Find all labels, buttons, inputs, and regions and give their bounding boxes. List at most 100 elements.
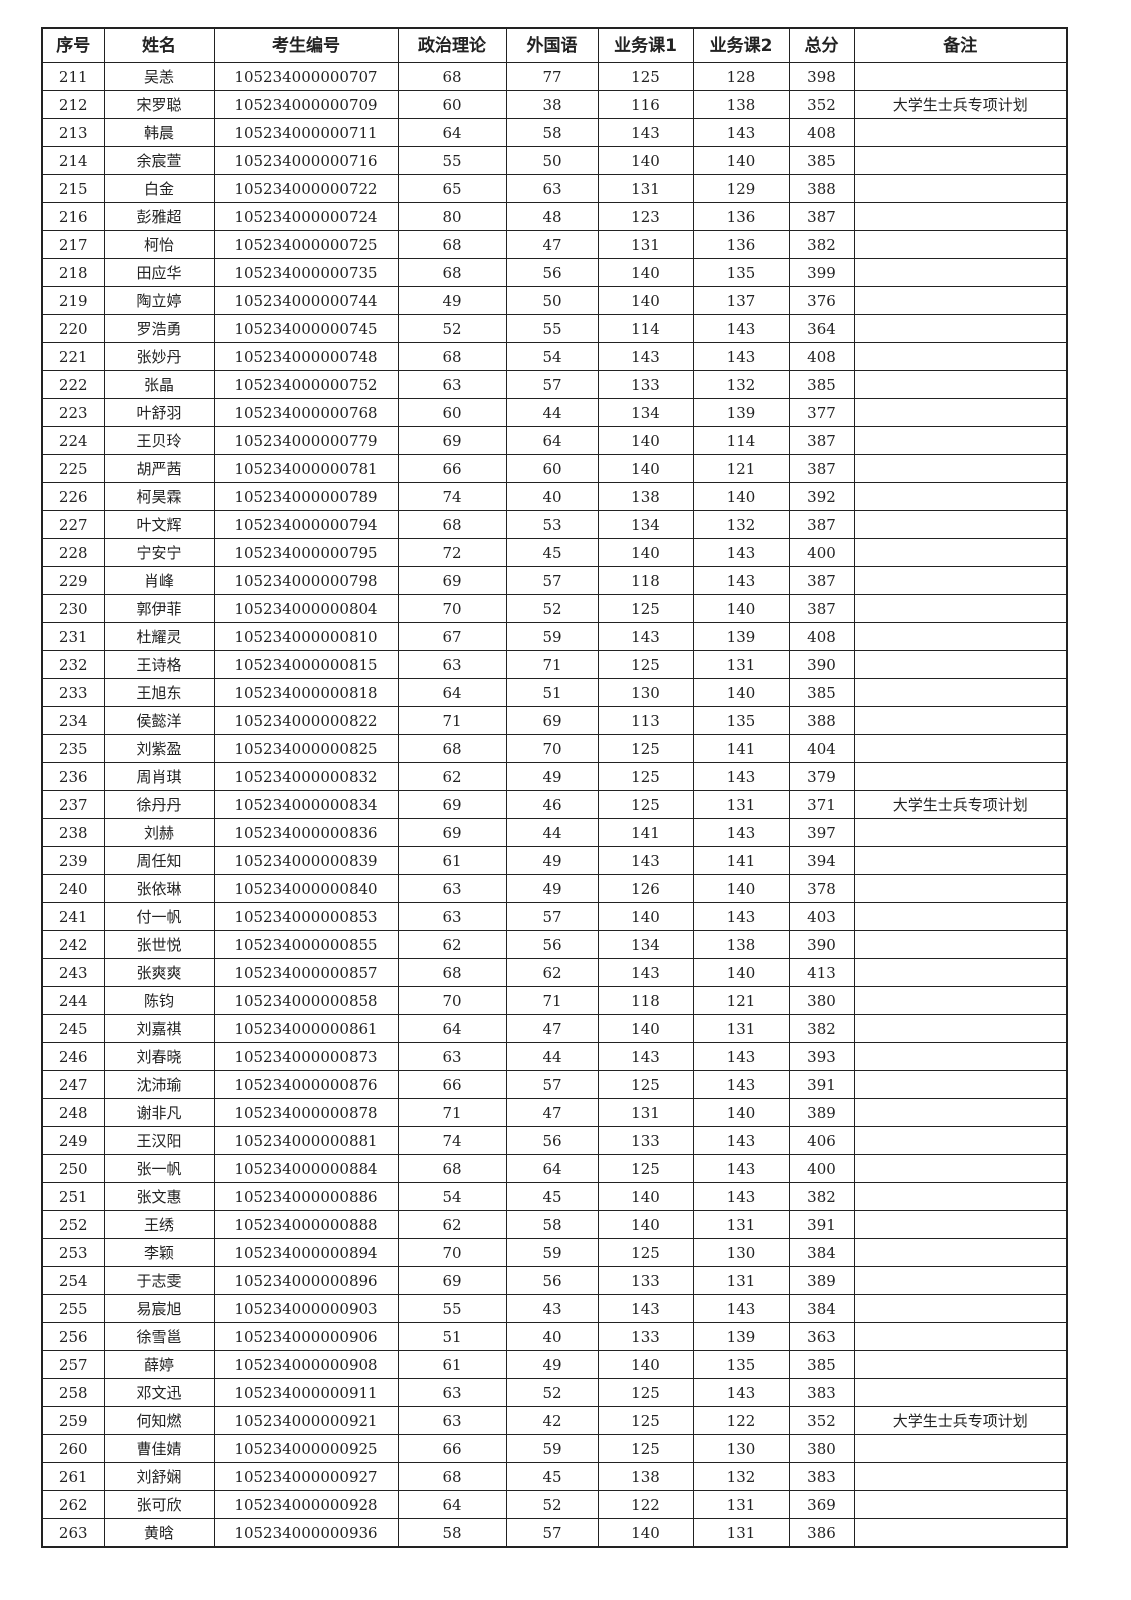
cell-seq: 237 [41,790,105,819]
cell-course1: 125 [597,734,694,763]
cell-note [853,314,1068,343]
cell-course2: 140 [692,594,790,623]
cell-total: 404 [788,734,855,763]
cell-foreign-language: 48 [505,202,599,231]
cell-foreign-language: 55 [505,314,599,343]
cell-exam-id: 105234000000878 [213,1098,399,1127]
cell-course2: 131 [692,650,790,679]
cell-exam-id: 105234000000707 [213,62,399,91]
table-row: 249 王汉阳 105234000000881 74 56 133 143 406 [41,1126,1068,1155]
cell-foreign-language: 50 [505,146,599,175]
cell-course1: 143 [597,1294,694,1323]
cell-note [853,734,1068,763]
cell-course2: 143 [692,1154,790,1183]
cell-name: 吴恙 [103,62,215,91]
cell-politics: 68 [397,342,507,371]
cell-politics: 74 [397,1126,507,1155]
cell-total: 363 [788,1322,855,1351]
cell-exam-id: 105234000000903 [213,1294,399,1323]
cell-note [853,510,1068,539]
cell-course1: 140 [597,1014,694,1043]
cell-foreign-language: 57 [505,370,599,399]
cell-name: 周任知 [103,846,215,875]
cell-politics: 69 [397,426,507,455]
cell-note [853,1462,1068,1491]
cell-note: 大学生士兵专项计划 [853,90,1068,119]
cell-foreign-language: 58 [505,1210,599,1239]
cell-course1: 125 [597,1406,694,1435]
cell-course1: 140 [597,426,694,455]
cell-seq: 214 [41,146,105,175]
cell-politics: 68 [397,62,507,91]
cell-note [853,678,1068,707]
cell-seq: 249 [41,1126,105,1155]
cell-note [853,286,1068,315]
cell-total: 371 [788,790,855,819]
cell-politics: 70 [397,1238,507,1267]
cell-total: 393 [788,1042,855,1071]
cell-course2: 140 [692,1098,790,1127]
cell-politics: 63 [397,370,507,399]
cell-foreign-language: 51 [505,678,599,707]
cell-exam-id: 105234000000888 [213,1210,399,1239]
cell-course2: 141 [692,846,790,875]
cell-name: 张依琳 [103,874,215,903]
cell-name: 张一帆 [103,1154,215,1183]
cell-course1: 113 [597,706,694,735]
cell-course1: 138 [597,1462,694,1491]
cell-note [853,482,1068,511]
table-row: 224 王贝玲 105234000000779 69 64 140 114 387 [41,426,1068,455]
cell-foreign-language: 44 [505,818,599,847]
cell-seq: 223 [41,398,105,427]
cell-note [853,1434,1068,1463]
cell-course2: 114 [692,426,790,455]
cell-seq: 247 [41,1070,105,1099]
cell-seq: 256 [41,1322,105,1351]
cell-course2: 143 [692,566,790,595]
cell-note [853,1350,1068,1379]
cell-course1: 133 [597,370,694,399]
cell-exam-id: 105234000000815 [213,650,399,679]
cell-note [853,202,1068,231]
cell-note [853,818,1068,847]
cell-foreign-language: 71 [505,986,599,1015]
cell-politics: 63 [397,874,507,903]
cell-exam-id: 105234000000855 [213,930,399,959]
cell-politics: 63 [397,1378,507,1407]
header-seq: 序号 [41,27,105,63]
cell-seq: 218 [41,258,105,287]
cell-politics: 69 [397,566,507,595]
cell-note [853,1098,1068,1127]
cell-politics: 64 [397,1490,507,1519]
cell-total: 377 [788,398,855,427]
header-foreign-language: 外国语 [505,27,599,63]
cell-politics: 55 [397,1294,507,1323]
cell-total: 385 [788,1350,855,1379]
cell-foreign-language: 57 [505,566,599,595]
cell-total: 382 [788,1182,855,1211]
cell-seq: 240 [41,874,105,903]
cell-course2: 137 [692,286,790,315]
cell-course2: 140 [692,958,790,987]
cell-course2: 131 [692,1518,790,1548]
cell-foreign-language: 45 [505,1462,599,1491]
table-row: 260 曹佳婧 105234000000925 66 59 125 130 380 [41,1434,1068,1463]
cell-exam-id: 105234000000822 [213,706,399,735]
cell-exam-id: 105234000000748 [213,342,399,371]
cell-note: 大学生士兵专项计划 [853,1406,1068,1435]
cell-name: 刘嘉祺 [103,1014,215,1043]
cell-name: 徐雪邕 [103,1322,215,1351]
cell-seq: 227 [41,510,105,539]
cell-politics: 64 [397,1014,507,1043]
cell-note [853,1182,1068,1211]
cell-exam-id: 105234000000836 [213,818,399,847]
cell-note [853,370,1068,399]
cell-course2: 121 [692,454,790,483]
cell-name: 杜耀灵 [103,622,215,651]
cell-note [853,902,1068,931]
table-row: 242 张世悦 105234000000855 62 56 134 138 390 [41,930,1068,959]
cell-note [853,706,1068,735]
cell-total: 397 [788,818,855,847]
cell-course1: 140 [597,538,694,567]
cell-foreign-language: 56 [505,930,599,959]
